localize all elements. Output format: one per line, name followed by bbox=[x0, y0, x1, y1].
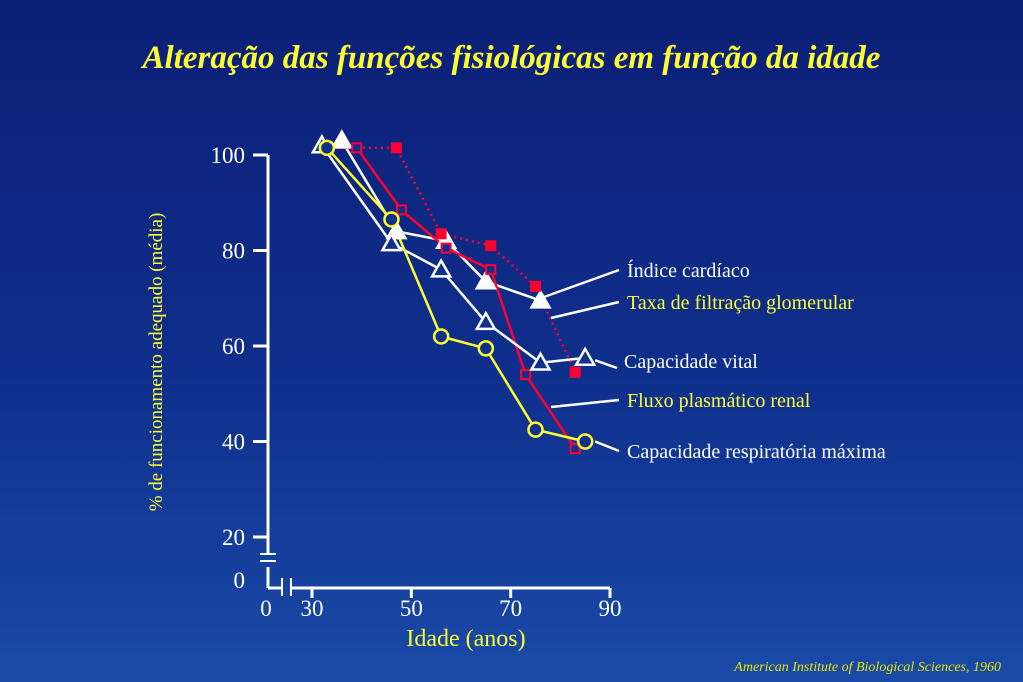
y-tick-label: 60 bbox=[222, 334, 245, 359]
citation: American Institute of Biological Science… bbox=[734, 660, 1001, 675]
data-point-triangle bbox=[529, 289, 552, 309]
annotation-leader-3 bbox=[550, 398, 620, 409]
data-point-triangle bbox=[574, 346, 597, 366]
axes-group: 20 40 60 80 100 0 30 50 70 90 0 bbox=[211, 143, 622, 621]
series-markers bbox=[310, 129, 597, 455]
y-axis-title: % de funcionamento adequado (média) bbox=[146, 213, 167, 512]
x-tick-label: 90 bbox=[599, 596, 622, 621]
data-point-square bbox=[530, 280, 541, 292]
annotation-leader-2 bbox=[594, 359, 618, 370]
annotation-label-2: Capacidade vital bbox=[624, 351, 758, 373]
y-break-label: 0 bbox=[234, 568, 246, 593]
data-point-square bbox=[520, 369, 532, 381]
data-point-triangle bbox=[474, 310, 497, 331]
x-tick-label: 30 bbox=[301, 596, 324, 621]
data-point-circle bbox=[432, 328, 450, 345]
data-point-circle bbox=[576, 433, 594, 450]
data-point-square bbox=[351, 142, 363, 154]
annotation-label-0: Índice cardíaco bbox=[627, 259, 750, 282]
data-point-triangle bbox=[529, 351, 552, 371]
x-tick-label: 70 bbox=[499, 596, 522, 621]
data-point-circle bbox=[318, 139, 336, 157]
y-tick-label: 80 bbox=[222, 239, 245, 264]
data-point-square bbox=[390, 142, 402, 154]
annotation-labels: Índice cardíaco Taxa de filtração glomeru… bbox=[624, 259, 886, 463]
annotation-label-4: Capacidade respiratória máxima bbox=[627, 441, 886, 463]
annotation-leader-4 bbox=[594, 440, 620, 453]
annotation-label-3: Fluxo plasmático renal bbox=[627, 390, 811, 412]
data-point-square bbox=[440, 242, 452, 254]
annotation-leader-0 bbox=[540, 268, 620, 300]
data-point-triangle bbox=[474, 270, 497, 290]
annotation-leaders bbox=[540, 268, 620, 453]
y-tick-label: 100 bbox=[211, 143, 246, 168]
data-point-square bbox=[485, 240, 497, 252]
series-line-4 bbox=[325, 146, 586, 443]
data-point-square bbox=[435, 228, 447, 240]
x-tick-label: 50 bbox=[400, 596, 423, 621]
data-point-square bbox=[569, 366, 581, 378]
y-tick-label: 20 bbox=[222, 525, 245, 550]
series-lines bbox=[320, 140, 586, 450]
data-point-circle bbox=[383, 211, 400, 228]
y-tick-label: 40 bbox=[222, 430, 245, 455]
chart-title: Alteração das funções fisiológicas em fu… bbox=[142, 40, 881, 76]
data-point-triangle bbox=[429, 258, 453, 278]
data-point-square bbox=[395, 204, 407, 216]
data-point-circle bbox=[477, 340, 495, 357]
data-point-circle bbox=[527, 421, 544, 438]
data-point-square bbox=[569, 443, 581, 455]
data-point-square bbox=[485, 264, 497, 276]
x-break-label: 0 bbox=[260, 596, 272, 621]
annotation-label-1: Taxa de filtração glomerular bbox=[627, 292, 854, 314]
data-point-triangle bbox=[380, 231, 403, 252]
series-line-2 bbox=[320, 144, 586, 364]
data-point-triangle bbox=[330, 129, 353, 149]
x-axis-title: Idade (anos) bbox=[406, 626, 525, 652]
annotation-leader-1 bbox=[550, 300, 620, 320]
